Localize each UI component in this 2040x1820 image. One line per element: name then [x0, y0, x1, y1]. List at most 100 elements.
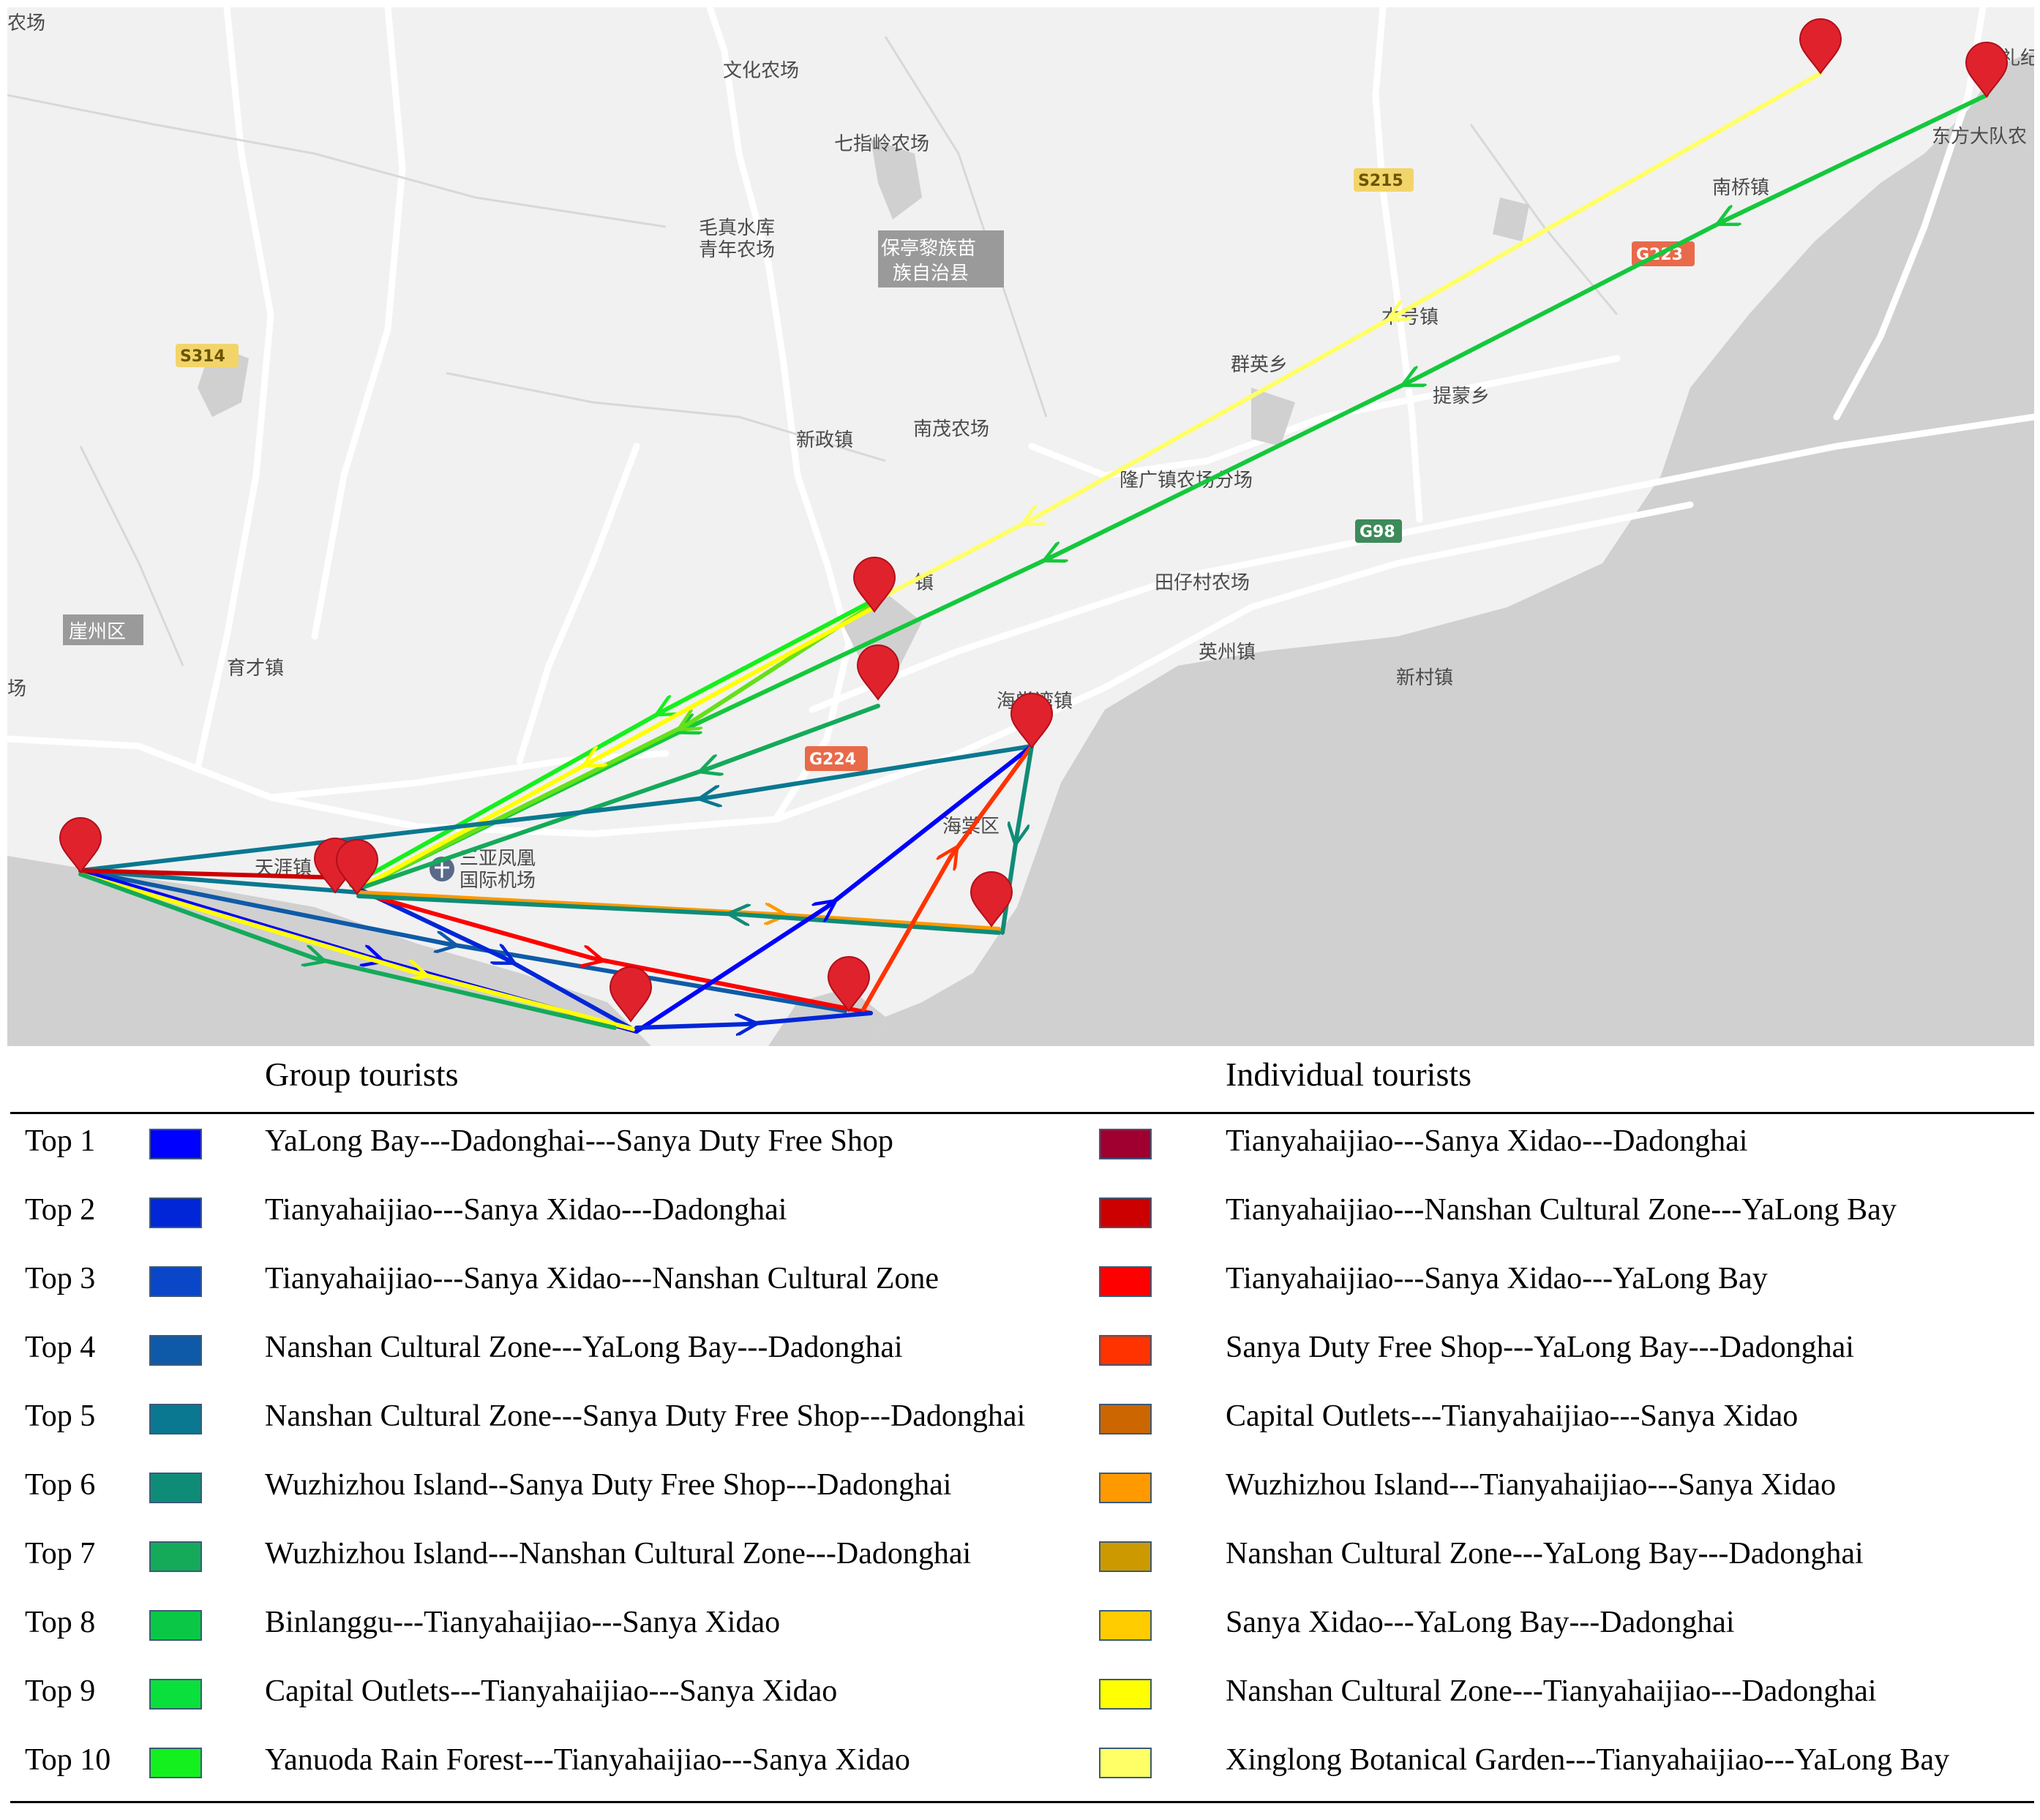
rank-label: Top 4 — [25, 1331, 96, 1364]
group-swatch — [149, 1404, 202, 1434]
rank-label: Top 5 — [25, 1399, 96, 1433]
rank-label: Top 10 — [25, 1743, 111, 1777]
place-label: 南桥镇 — [1712, 177, 1769, 199]
group-route: Wuzhizhou Island--Sanya Duty Free Shop--… — [265, 1468, 952, 1502]
map-pin-icon[interactable] — [1010, 693, 1054, 749]
place-label: 东方大队农 — [1932, 126, 2027, 148]
rank-label: Top 2 — [25, 1193, 96, 1227]
rank-label: Top 6 — [25, 1468, 96, 1502]
group-swatch — [149, 1679, 202, 1710]
route-line — [356, 601, 877, 891]
individual-swatch — [1099, 1610, 1152, 1641]
route-line — [634, 1011, 873, 1028]
group-tourists-header: Group tourists — [265, 1056, 459, 1093]
individual-route: Sanya Xidao---YaLong Bay---Dadonghai — [1226, 1606, 1735, 1639]
route-line — [78, 868, 847, 1013]
route-line — [356, 704, 880, 891]
place-label: 英州镇 — [1199, 642, 1256, 663]
place-label: 族自治县 — [893, 263, 969, 285]
place-label: 农场 — [7, 12, 45, 34]
place-label: 田仔村农场 — [1155, 572, 1250, 594]
individual-swatch — [1099, 1541, 1152, 1572]
route-line — [78, 872, 617, 1030]
route-line — [356, 93, 1989, 891]
rank-label: Top 8 — [25, 1606, 96, 1639]
individual-swatch — [1099, 1266, 1152, 1297]
map-pin-icon[interactable] — [335, 839, 379, 895]
sea-area — [871, 7, 2034, 1046]
individual-route: Wuzhizhou Island---Tianyahaijiao---Sanya… — [1226, 1468, 1837, 1502]
individual-swatch — [1099, 1404, 1152, 1434]
map-pin-icon[interactable] — [827, 956, 871, 1012]
place-label: 提蒙乡 — [1433, 386, 1490, 407]
place-label: 文化农场 — [723, 60, 799, 82]
rank-label: Top 3 — [25, 1262, 96, 1296]
group-route: Wuzhizhou Island---Nanshan Cultural Zone… — [265, 1537, 972, 1571]
place-label: 青年农场 — [699, 239, 775, 261]
map-pin-icon[interactable] — [970, 871, 1013, 928]
location-markers[interactable] — [59, 18, 2009, 1023]
tourist-routes — [78, 71, 1989, 1034]
bottom-rule — [10, 1801, 2034, 1803]
road-sign: G224 — [809, 751, 856, 769]
road-sign: G98 — [1360, 523, 1395, 541]
route-line — [78, 744, 1034, 873]
group-swatch — [149, 1335, 202, 1366]
route-line — [861, 744, 1034, 1012]
group-route: Capital Outlets---Tianyahaijiao---Sanya … — [265, 1674, 838, 1708]
group-swatch — [149, 1748, 202, 1778]
map-pin-icon[interactable] — [1799, 18, 1842, 75]
individual-route: Tianyahaijiao---Sanya Xidao---YaLong Bay — [1226, 1262, 1768, 1296]
group-swatch — [149, 1610, 202, 1641]
group-route: Binlanggu---Tianyahaijiao---Sanya Xidao — [265, 1606, 781, 1639]
route-line — [78, 868, 361, 895]
map-pin-icon[interactable] — [1965, 42, 2009, 98]
individual-route: Tianyahaijiao---Sanya Xidao---Dadonghai — [1226, 1124, 1748, 1158]
road-sign: S215 — [1358, 172, 1403, 190]
place-label: 国际机场 — [460, 870, 536, 892]
route-line — [634, 744, 1034, 1034]
map-pin-icon[interactable] — [852, 557, 896, 613]
place-label: 毛真水库 — [699, 217, 775, 239]
road-sign: S314 — [180, 347, 225, 366]
map-pin-icon[interactable] — [59, 817, 102, 873]
group-swatch — [149, 1473, 202, 1503]
route-line — [356, 890, 873, 1015]
individual-swatch — [1099, 1748, 1152, 1778]
individual-tourists-header: Individual tourists — [1226, 1056, 1472, 1093]
individual-route: Xinglong Botanical Garden---Tianyahaijia… — [1226, 1743, 1950, 1777]
rank-label: Top 9 — [25, 1674, 96, 1708]
route-line — [78, 872, 639, 1032]
place-label: 群英乡 — [1231, 354, 1288, 376]
group-route: Tianyahaijiao---Sanya Xidao---Nanshan Cu… — [265, 1262, 940, 1296]
group-route: Nanshan Cultural Zone---Sanya Duty Free … — [265, 1399, 1026, 1433]
map-pin-icon[interactable] — [856, 644, 900, 701]
map-pin-icon[interactable] — [609, 966, 653, 1023]
group-swatch — [149, 1197, 202, 1228]
place-label: 崖州区 — [69, 621, 126, 643]
route-line — [356, 887, 639, 1034]
place-label: 隆广镇农场分场 — [1120, 470, 1253, 492]
place-label: 保亭黎族苗 — [881, 238, 976, 260]
district-label-box — [63, 614, 143, 645]
place-label: 南茂农场 — [913, 418, 989, 440]
individual-swatch — [1099, 1473, 1152, 1503]
route-line — [356, 605, 877, 891]
individual-route: Sanya Duty Free Shop---YaLong Bay---Dado… — [1226, 1331, 1854, 1364]
individual-route: Nanshan Cultural Zone---YaLong Bay---Dad… — [1226, 1537, 1864, 1571]
route-line — [78, 868, 346, 880]
place-label: 七指岭农场 — [834, 133, 929, 155]
individual-route: Capital Outlets---Tianyahaijiao---Sanya … — [1226, 1399, 1799, 1433]
route-line — [356, 890, 1001, 931]
group-route: Yanuoda Rain Forest---Tianyahaijiao---Sa… — [265, 1743, 910, 1777]
group-route: Tianyahaijiao---Sanya Xidao---Dadonghai — [265, 1193, 787, 1227]
group-swatch — [149, 1129, 202, 1159]
individual-route: Nanshan Cultural Zone---Tianyahaijiao---… — [1226, 1674, 1877, 1708]
individual-swatch — [1099, 1129, 1152, 1159]
individual-route: Tianyahaijiao---Nanshan Cultural Zone---… — [1226, 1193, 1897, 1227]
rank-label: Top 7 — [25, 1537, 96, 1571]
place-label: 育才镇 — [227, 658, 284, 680]
route-map[interactable]: 农场 文化农场 七指岭农场 毛真水库 青年农场 保亭黎族苗 族自治县 本号镇 群… — [7, 7, 2034, 1046]
group-swatch — [149, 1266, 202, 1297]
place-label: 新村镇 — [1396, 667, 1453, 689]
